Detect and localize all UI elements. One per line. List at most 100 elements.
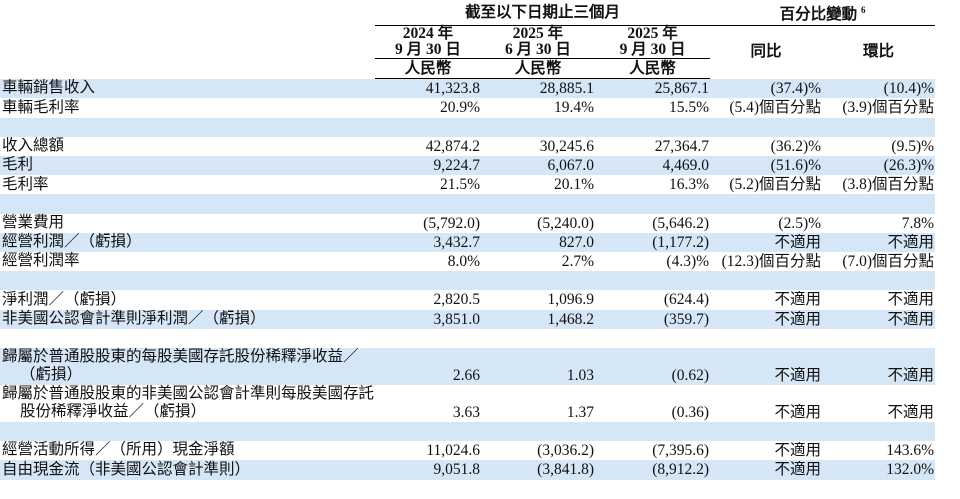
cell-value: (10.4)% — [883, 80, 935, 98]
cell-value: 不適用 — [774, 442, 822, 460]
table-row: 淨利潤／（虧損） 2,820.5 1,096.9 (624.4) 不適用 不適用 — [0, 290, 935, 309]
column-header: 環比 — [863, 43, 895, 61]
cell-value: 不適用 — [774, 366, 822, 384]
column-unit: 人民幣 — [481, 58, 595, 80]
cell-value: 41,323.8 — [425, 80, 480, 98]
cell-value: 7.8% — [901, 214, 935, 232]
table-row: 收入總額 42,874.2 30,245.6 27,364.7 (36.2)% (9.5)… — [0, 137, 935, 156]
table-row: 非美國公認會計準則淨利潤／（虧損） 3,851.0 1,468.2 (359.7) 不適… — [0, 309, 936, 329]
row-label: 歸屬於普通股股東的每股美國存託股份稀釋淨收益／（虧損） — [2, 347, 359, 384]
spacer-row — [0, 329, 935, 348]
cell-value: (624.4) — [663, 291, 710, 309]
cell-value: 不適用 — [887, 310, 935, 328]
cell-value: 6,067.0 — [547, 156, 595, 174]
row-label: 經營利潤率 — [2, 252, 80, 270]
cell-value: 3,432.7 — [433, 233, 481, 251]
spacer — [0, 422, 935, 441]
row-label: 營業費用 — [2, 213, 65, 231]
cell-value: (4.3)% — [666, 252, 710, 270]
row-label: 經營活動所得／（所用）現金淨額 — [2, 441, 235, 459]
row-label: 車輛銷售收入 — [2, 79, 96, 97]
blank — [0, 26, 375, 59]
cell-value: 25,867.1 — [654, 80, 710, 98]
cell-value: (12.3)個百分點 — [721, 252, 822, 270]
blank — [0, 0, 375, 26]
row-label: 自由現金流（非美國公認會計準則） — [2, 460, 251, 478]
cell-value: 11,024.6 — [426, 442, 480, 460]
column-header: 同比 — [750, 43, 782, 61]
cell-value: (0.62) — [671, 366, 710, 384]
spacer-row — [0, 117, 936, 137]
row-label: 歸屬於普通股股東的非美國公認會計準則每股美國存託股份稀釋淨收益／（虧損） — [2, 384, 375, 421]
cell-value: 不適用 — [774, 461, 822, 479]
column-unit: 人民幣 — [595, 58, 711, 80]
spacer — [0, 271, 935, 290]
cell-value: (7,395.6) — [652, 442, 710, 460]
column-date: 6 月 30 日 — [505, 41, 571, 59]
cell-value: 827.0 — [559, 233, 594, 251]
row-label: 經營利潤／（虧損） — [2, 233, 142, 251]
table-row: 歸屬於普通股股東的非美國公認會計準則每股美國存託股份稀釋淨收益／（虧損） 3.63… — [0, 385, 935, 422]
cell-value: 3.63 — [452, 403, 480, 421]
cell-value: 42,874.2 — [425, 137, 480, 155]
cell-value: (26.3)% — [883, 156, 935, 174]
column-year: 2024 年 — [402, 25, 454, 43]
column-date: 9 月 30 日 — [395, 41, 461, 59]
group-header: 截至以下日期止三個月 — [375, 0, 711, 27]
cell-value: (9.5)% — [891, 137, 935, 155]
cell-value: (8,912.2) — [652, 461, 710, 479]
cell-value: (7.0)個百分點 — [842, 252, 935, 270]
cell-value: 4,469.0 — [662, 156, 710, 174]
cell-value: (36.2)% — [770, 137, 822, 155]
column-year: 2025 年 — [512, 25, 564, 43]
cell-value: (3,036.2) — [537, 442, 594, 460]
spacer-row — [0, 271, 936, 291]
cell-value: 30,245.6 — [539, 137, 594, 155]
cell-value: (5,240.0) — [537, 214, 594, 232]
row-label: 毛利 — [2, 156, 34, 174]
cell-value: 1.37 — [566, 403, 594, 421]
group-header-text: 百分比變動 — [779, 6, 858, 24]
cell-value: 2,820.5 — [433, 291, 481, 309]
spacer-row — [0, 421, 936, 442]
column-date: 9 月 30 日 — [619, 41, 686, 59]
table-row: 營業費用 (5,792.0) (5,240.0) (5,646.2) (2.5)% 7.8… — [0, 214, 935, 233]
blank — [0, 59, 375, 79]
cell-value: 1,096.9 — [547, 291, 595, 309]
row-label: 收入總額 — [2, 137, 65, 155]
cell-value: (51.6)% — [770, 156, 822, 174]
cell-value: 16.3% — [668, 176, 710, 194]
cell-value: 不適用 — [887, 291, 935, 309]
cell-value: 1,468.2 — [547, 310, 595, 328]
row-label: 車輛毛利率 — [2, 98, 80, 116]
cell-value: (3.8)個百分點 — [842, 176, 935, 194]
cell-value: (5.4)個百分點 — [729, 99, 822, 117]
cell-value: 132.0% — [886, 461, 935, 479]
table-row: 自由現金流（非美國公認會計準則） 9,051.8 (3,841.8) (8,912.2… — [0, 460, 936, 480]
cell-value: (5.2)個百分點 — [729, 176, 822, 194]
cell-value: 9,224.7 — [433, 156, 481, 174]
table-row: 車輛銷售收入 41,323.8 28,885.1 25,867.1 (37.4)% (10… — [0, 78, 936, 99]
footnote: 6 — [860, 5, 866, 15]
cell-value: 不適用 — [774, 291, 822, 309]
table-body: 車輛銷售收入 41,323.8 28,885.1 25,867.1 (37.4)% (10… — [0, 78, 936, 480]
spacer-row — [0, 194, 936, 214]
cell-value: 9,051.8 — [433, 461, 481, 479]
column-unit: 人民幣 — [375, 58, 481, 80]
cell-value: (3,841.8) — [537, 461, 594, 479]
group-header: 百分比變動 6 — [710, 0, 936, 27]
cell-value: (5,792.0) — [423, 214, 480, 232]
cell-value: 3,851.0 — [433, 310, 481, 328]
cell-value: 不適用 — [887, 403, 935, 421]
spacer — [0, 329, 935, 348]
row-label: 毛利率 — [2, 175, 49, 193]
cell-value: (359.7) — [663, 310, 710, 328]
cell-value: 2.7% — [561, 252, 594, 270]
cell-value: (5,646.2) — [652, 214, 710, 232]
table-row: 毛利 9,224.7 6,067.0 4,469.0 (51.6)% (26.3)% — [0, 155, 936, 176]
cell-value: 15.5% — [668, 99, 710, 117]
cell-value: 143.6% — [886, 442, 935, 460]
